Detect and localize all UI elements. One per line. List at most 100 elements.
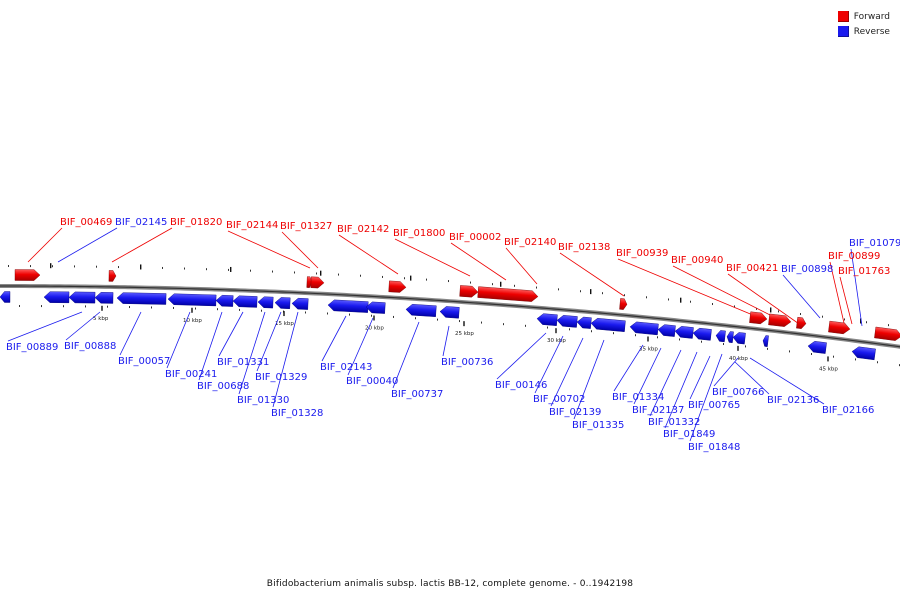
reverse-gene-arrow[interactable]: [43, 291, 70, 304]
reverse-gene-arrow[interactable]: [657, 324, 676, 337]
gene-label: BIF_01329: [255, 372, 307, 383]
minor-tick: [239, 308, 240, 311]
minor-tick: [173, 306, 174, 309]
forward-gene-arrow[interactable]: [108, 270, 117, 282]
reverse-gene-arrow[interactable]: [68, 291, 96, 304]
reverse-gene-arrow[interactable]: [0, 291, 11, 303]
leader-line: [442, 325, 450, 357]
forward-gene-arrow[interactable]: [749, 311, 768, 325]
gene-label: BIF_00702: [533, 394, 585, 405]
gene-label: BIF_01849: [663, 429, 715, 440]
scale-tick-label: 20 kbp: [365, 325, 384, 331]
minor-tick: [294, 271, 295, 274]
genome-backbone: [0, 284, 900, 349]
reverse-gene-arrow[interactable]: [365, 301, 386, 314]
reverse-gene-arrow[interactable]: [94, 292, 114, 304]
minor-tick: [74, 265, 75, 268]
reverse-gene-arrow[interactable]: [732, 332, 746, 345]
forward-gene-arrow[interactable]: [459, 285, 479, 298]
reverse-gene-arrow[interactable]: [274, 297, 291, 310]
legend-reverse: Reverse: [837, 24, 890, 39]
reverse-gene-arrow[interactable]: [807, 341, 827, 354]
forward-gene-arrow[interactable]: [768, 313, 792, 327]
reverse-gene-arrow[interactable]: [692, 327, 712, 341]
gene-label: BIF_01328: [271, 408, 323, 419]
forward-gene-arrow[interactable]: [828, 320, 851, 335]
leader-line: [782, 274, 821, 319]
scale-ticks: 5 kbp 10 kbp 15 kbp 20 kbp 25 kbp 30 kbp 35 kb…: [8, 263, 900, 372]
gene-label: BIF_00899: [828, 251, 880, 262]
leader-line: [338, 234, 399, 275]
gene-label: BIF_00765: [688, 400, 740, 411]
reverse-gene-arrow[interactable]: [215, 294, 234, 307]
scale-tick-label: 45 kbp: [819, 366, 838, 372]
scale-tick-label: 30 kbp: [547, 338, 566, 344]
reverse-gene-arrow[interactable]: [715, 330, 726, 343]
reverse-gene-arrow[interactable]: [590, 318, 626, 332]
minor-tick: [41, 305, 42, 308]
leader-line: [281, 231, 319, 269]
gene-label: BIF_00469: [60, 217, 112, 228]
reverse-gene-arrow[interactable]: [536, 313, 558, 326]
legend: Forward Reverse: [837, 9, 890, 39]
minor-tick: [118, 266, 119, 269]
leader-line: [559, 252, 625, 297]
major-tick: [590, 289, 592, 295]
leader-line: [689, 355, 711, 400]
reverse-gene-arrow[interactable]: [851, 346, 876, 361]
minor-tick: [217, 308, 218, 311]
legend-forward: Forward: [837, 9, 890, 24]
forward-gene-arrow[interactable]: [310, 276, 325, 289]
reverse-gene-arrow[interactable]: [629, 321, 659, 336]
reverse-gene-arrow[interactable]: [327, 299, 369, 313]
gene-label: BIF_00766: [712, 387, 764, 398]
forward-gene-arrow[interactable]: [388, 280, 407, 293]
minor-tick: [602, 292, 603, 295]
leader-line: [166, 311, 191, 369]
reverse-gene-arrow[interactable]: [439, 306, 460, 319]
reverse-gene-arrow[interactable]: [576, 316, 592, 329]
reverse-gene-arrow[interactable]: [257, 296, 274, 309]
gene-label: BIF_00939: [616, 248, 668, 259]
reverse-gene-arrow[interactable]: [291, 297, 309, 310]
reverse-gene-arrow[interactable]: [116, 292, 167, 305]
reverse-gene-arrow[interactable]: [762, 335, 769, 347]
leader-line: [392, 321, 420, 389]
forward-gene-arrow[interactable]: [619, 298, 628, 310]
reverse-gene-arrow[interactable]: [726, 331, 734, 343]
major-tick: [320, 270, 322, 276]
minor-tick: [195, 307, 196, 310]
reverse-gene-arrow[interactable]: [674, 326, 694, 339]
gene-label: BIF_02144: [226, 220, 278, 231]
major-tick: [50, 263, 52, 269]
reverse-gene-arrow[interactable]: [167, 293, 217, 307]
gene-arrows[interactable]: [0, 269, 900, 361]
minor-tick: [668, 298, 669, 301]
legend-forward-label: Forward: [853, 11, 890, 22]
minor-tick: [712, 303, 713, 306]
forward-gene-arrow[interactable]: [477, 286, 539, 303]
reverse-gene-arrow[interactable]: [232, 295, 258, 308]
gene-label: BIF_00898: [781, 264, 833, 275]
gene-label: BIF_01332: [648, 417, 700, 428]
minor-tick: [756, 307, 757, 310]
major-tick: [500, 281, 502, 287]
forward-gene-arrow[interactable]: [796, 316, 807, 329]
minor-tick: [206, 268, 207, 271]
minor-tick: [646, 296, 647, 299]
reverse-gene-arrow[interactable]: [556, 315, 578, 328]
gene-label: BIF_02145: [115, 217, 167, 228]
gene-label: BIF_01820: [170, 217, 222, 228]
gene-label: BIF_00737: [391, 389, 443, 400]
gene-label: BIF_01848: [688, 442, 740, 453]
reverse-gene-arrow[interactable]: [405, 304, 437, 317]
minor-tick: [690, 300, 691, 303]
leader-line: [65, 311, 101, 341]
minor-tick: [723, 343, 724, 346]
minor-tick: [437, 318, 438, 321]
forward-gene-arrow[interactable]: [14, 269, 41, 281]
leader-line: [227, 230, 311, 269]
major-tick: [770, 307, 772, 313]
forward-gene-arrow[interactable]: [874, 326, 900, 341]
